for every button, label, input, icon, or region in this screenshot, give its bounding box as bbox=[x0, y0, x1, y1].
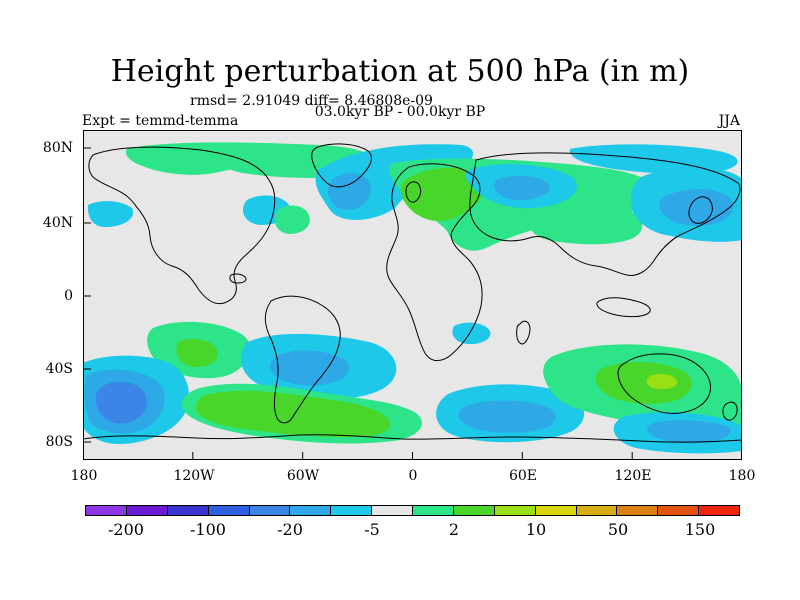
colorbar-label-minus-100: -100 bbox=[190, 520, 226, 539]
experiment-label: Expt = temmd-temma bbox=[82, 113, 239, 129]
colorbar-swatch bbox=[249, 506, 291, 515]
indonesia-coast bbox=[596, 297, 651, 318]
colorbar-label-minus-20: -20 bbox=[277, 520, 303, 539]
colorbar bbox=[85, 505, 740, 516]
field-labrador-negative bbox=[327, 173, 371, 211]
colorbar-swatch bbox=[331, 506, 373, 515]
coastlines bbox=[83, 143, 742, 443]
lat-label-80s: 80S bbox=[45, 434, 73, 450]
lon-label-60e: 60E bbox=[508, 468, 538, 484]
south-america-coast bbox=[264, 295, 341, 424]
colorbar-swatch bbox=[413, 506, 454, 515]
statistics-text: rmsd= 2.91049 diff= 8.46808e-09 bbox=[190, 93, 433, 109]
field-central-asia-negative-core bbox=[494, 175, 550, 200]
height-perturbation-fields bbox=[83, 142, 742, 454]
field-europe-positive-core bbox=[400, 167, 485, 222]
lon-label-60w: 60W bbox=[286, 468, 320, 484]
caribbean-coast bbox=[229, 273, 247, 284]
europe-africa-coast bbox=[386, 163, 483, 362]
colorbar-label-2: 2 bbox=[448, 520, 460, 539]
colorbar-swatch bbox=[535, 506, 577, 515]
colorbar-label-minus-200: -200 bbox=[108, 520, 144, 539]
lat-label-80n: 80N bbox=[42, 140, 73, 156]
colorbar-swatch bbox=[86, 506, 127, 515]
colorbar-label-150: 150 bbox=[684, 520, 716, 539]
colorbar-swatch bbox=[576, 506, 618, 515]
field-south-atlantic-negative-core bbox=[458, 400, 556, 433]
lon-label-180-left: 180 bbox=[70, 468, 98, 484]
north-america-coast bbox=[88, 146, 276, 305]
madagascar-coast bbox=[516, 320, 531, 345]
lon-label-120e: 120E bbox=[614, 468, 652, 484]
colorbar-swatch bbox=[699, 506, 739, 515]
colorbar-swatch bbox=[494, 506, 536, 515]
asia-coast bbox=[469, 152, 741, 276]
lon-label-120w: 120W bbox=[173, 468, 215, 484]
lat-label-40n: 40N bbox=[42, 215, 73, 231]
season-label: JJA bbox=[718, 113, 740, 129]
lon-label-180-right: 180 bbox=[728, 468, 756, 484]
world-map-svg bbox=[83, 130, 742, 460]
colorbar-label-10: 10 bbox=[525, 520, 547, 539]
lon-label-0: 0 bbox=[408, 468, 418, 484]
field-gulf-positive bbox=[274, 205, 310, 234]
colorbar-label-50: 50 bbox=[607, 520, 629, 539]
chart-title: Height perturbation at 500 hPa (in m) bbox=[110, 54, 690, 89]
antarctica-coast bbox=[83, 434, 742, 443]
field-south-america-negative-core bbox=[269, 350, 350, 386]
field-west-pacific-negative bbox=[87, 201, 134, 228]
uk-coast bbox=[405, 181, 422, 203]
new-zealand-coast bbox=[722, 401, 738, 421]
colorbar-swatch bbox=[658, 506, 700, 515]
field-southern-pacific-positive-core bbox=[176, 338, 218, 368]
japan-coast bbox=[688, 196, 713, 224]
lat-label-0: 0 bbox=[64, 288, 73, 304]
australia-coast bbox=[617, 353, 712, 414]
greenland-coast bbox=[311, 143, 372, 188]
field-south-indian-negative-core bbox=[647, 420, 731, 444]
field-asia-positive bbox=[530, 205, 643, 245]
field-australia-positive-core bbox=[595, 361, 692, 404]
colorbar-swatch bbox=[208, 506, 250, 515]
colorbar-swatch bbox=[290, 506, 332, 515]
lat-label-40s: 40S bbox=[45, 361, 73, 377]
field-north-pacific-east-negative-core bbox=[658, 189, 734, 226]
field-south-pacific-negative-core bbox=[95, 381, 147, 424]
colorbar-label-minus-5: -5 bbox=[364, 520, 380, 539]
colorbar-swatch bbox=[372, 506, 413, 515]
colorbar-swatch bbox=[126, 506, 168, 515]
field-southern-ocean-positive-core bbox=[196, 390, 391, 438]
colorbar-swatch bbox=[167, 506, 209, 515]
field-north-pacific-positive bbox=[222, 156, 346, 178]
time-range-subtitle: 03.0kyr BP - 00.0kyr BP bbox=[314, 104, 486, 120]
map-panel bbox=[83, 130, 742, 460]
colorbar-swatch bbox=[617, 506, 659, 515]
field-australia-positive-peak bbox=[646, 373, 678, 390]
map-ticks bbox=[83, 147, 742, 460]
colorbar-swatch bbox=[453, 506, 495, 515]
field-small-indian-negative bbox=[452, 322, 491, 345]
